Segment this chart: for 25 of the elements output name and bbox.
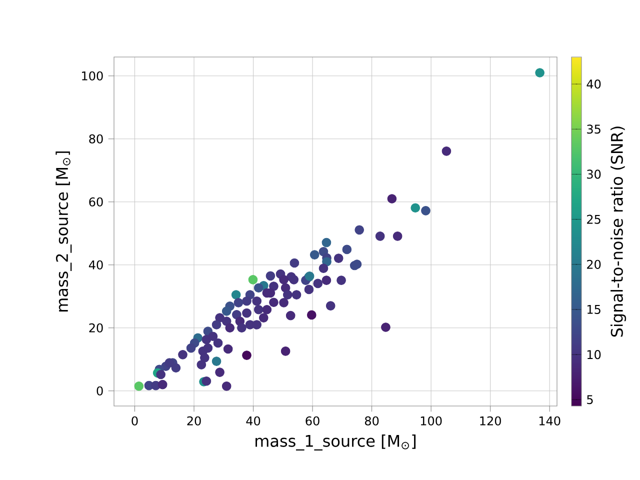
x-tick-label: 60 [306, 416, 320, 426]
x-axis-title: mass_1_source [M$_{⊙}$] [256, 434, 416, 450]
color-bar-label: 35 [587, 124, 600, 134]
x-tick-label: 100 [420, 416, 442, 426]
x-tick-label: 0 [132, 416, 138, 426]
x-tick-label: 20 [187, 416, 201, 426]
y-tick-label: 100 [82, 71, 103, 80]
color-bar-label: 15 [587, 305, 600, 314]
y-tick-label: 80 [89, 134, 103, 144]
x-tick-label: 40 [246, 416, 260, 426]
y-tick-label: 0 [96, 386, 103, 396]
color-bar-label: 25 [587, 214, 600, 224]
y-tick-label: 40 [88, 260, 103, 270]
color-bar-label: 30 [587, 170, 601, 179]
x-tick-label: 80 [364, 416, 379, 426]
y-axis-title: mass_2_source [M$_{⊙}$] [56, 151, 72, 312]
color-bar-label: 20 [587, 260, 601, 269]
y-tick-label: 60 [89, 197, 103, 206]
color-bar-label: 40 [586, 80, 601, 89]
color-bar-title: Signal-to-noise ratio (SNR) [610, 126, 626, 337]
color-bar-label: 5 [587, 395, 593, 404]
color-bar-label: 10 [587, 350, 601, 360]
y-tick-label: 20 [89, 323, 103, 332]
x-tick-label: 120 [480, 416, 501, 426]
x-tick-label: 140 [539, 416, 560, 426]
